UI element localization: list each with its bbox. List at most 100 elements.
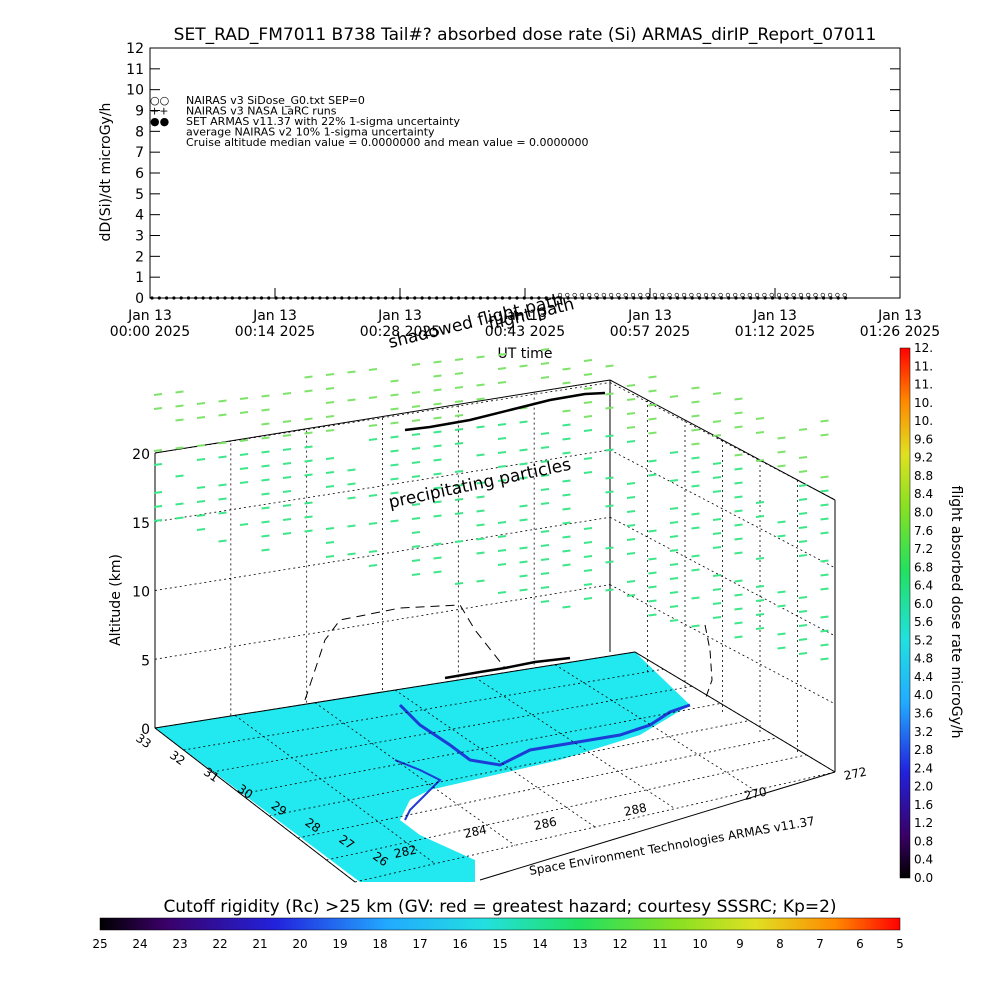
dose-colorbar-tick: 2.8: [914, 743, 933, 757]
particle-mark: [476, 579, 485, 583]
dose-point: [814, 296, 818, 300]
dose-colorbar-tick: 9.2: [914, 451, 933, 465]
particle-mark: [820, 433, 829, 437]
particle-mark: [583, 527, 593, 530]
particle-mark: [433, 542, 442, 546]
particle-mark: [433, 500, 442, 504]
particle-mark: [519, 574, 528, 578]
top-x-tick-date: Jan 13: [377, 308, 422, 324]
particle-mark: [476, 383, 485, 387]
legend-symbol: ○○: [150, 94, 169, 107]
dose-point: [486, 296, 490, 300]
particle-mark: [605, 560, 614, 564]
particle-mark: [411, 363, 421, 366]
dose-point: [478, 296, 483, 300]
particle-mark: [605, 434, 614, 438]
dose-point: [289, 296, 293, 300]
particle-mark: [777, 450, 786, 454]
particle-mark: [734, 411, 743, 415]
particle-mark: [282, 532, 292, 535]
particle-mark: [562, 367, 571, 371]
particle-mark: [691, 428, 700, 432]
particle-mark: [712, 532, 722, 535]
nairas-point: [827, 292, 833, 298]
dose-point: [318, 296, 322, 300]
nairas-point: [579, 292, 585, 298]
top-x-axis-label: UT time: [498, 346, 553, 362]
particle-mark: [325, 373, 335, 376]
dose-point: [690, 296, 694, 300]
particle-mark: [390, 449, 399, 453]
particle-mark: [261, 450, 270, 454]
particle-mark: [820, 573, 829, 577]
particle-mark: [325, 527, 335, 530]
particle-mark: [261, 478, 270, 482]
dose-point: [457, 296, 461, 300]
particle-mark: [368, 494, 378, 497]
particle-mark: [390, 491, 399, 495]
particle-mark: [820, 643, 829, 647]
particle-mark: [562, 423, 571, 427]
particle-mark: [261, 492, 270, 496]
dose-colorbar-tick: 10.: [914, 396, 933, 410]
legend-entry: Cruise altitude median value = 0.0000000…: [186, 136, 589, 149]
particle-mark: [712, 588, 722, 591]
dose-point: [150, 296, 154, 300]
dose-colorbar-tick: 1.2: [914, 816, 933, 830]
particle-mark: [605, 546, 614, 550]
particle-mark: [476, 481, 485, 485]
floor-grid-line: [554, 664, 756, 791]
particle-mark: [218, 399, 227, 403]
flight-path-line: [404, 391, 606, 432]
legend-entry: NAIRAS v3 SiDose_G0.txt SEP=0: [186, 94, 365, 107]
particle-mark: [712, 574, 722, 577]
dose-colorbar-tick: 8.0: [914, 505, 933, 519]
particle-mark: [497, 353, 507, 356]
particle-mark: [304, 417, 313, 421]
dose-point: [376, 296, 380, 300]
particle-mark: [562, 535, 571, 539]
top-x-tick-time: 00:00 2025: [110, 324, 190, 340]
particle-mark: [476, 397, 485, 401]
particle-mark: [497, 535, 507, 538]
particle-mark: [669, 577, 679, 580]
particle-mark: [454, 358, 464, 361]
particle-mark: [218, 483, 227, 487]
cutoff-colorbar-tick: 18: [372, 937, 387, 951]
top-y-tick-label: 0: [135, 291, 144, 307]
dose-colorbar-tick: 5.6: [914, 615, 933, 629]
dose-point: [157, 296, 161, 300]
top-x-tick-date: Jan 13: [502, 308, 547, 324]
top-y-axis-label: dD(Si)/dt microGy/h: [98, 103, 114, 242]
dose-point: [172, 296, 176, 300]
particle-mark: [390, 463, 399, 467]
particle-mark: [712, 392, 722, 395]
altitude-tick-label: 5: [141, 653, 150, 669]
nairas-point: [557, 292, 563, 298]
particle-mark: [540, 376, 550, 379]
top-y-tick-label: 12: [126, 41, 144, 57]
particle-mark: [691, 470, 700, 474]
particle-mark: [347, 496, 356, 500]
cutoff-colorbar-tick: 19: [332, 937, 347, 951]
particle-mark: [433, 430, 442, 434]
particle-mark: [605, 406, 614, 410]
particle-mark: [820, 419, 829, 423]
cutoff-rigidity-title: Cutoff rigidity (Rc) >25 km (GV: red = g…: [163, 897, 836, 917]
particle-mark: [605, 588, 614, 592]
dose-point: [340, 296, 344, 300]
nairas-point: [623, 292, 628, 298]
nairas-point: [689, 292, 694, 298]
altitude-axis: 0 5 10 15 20: [132, 447, 150, 738]
particle-mark: [239, 467, 249, 470]
particle-mark: [411, 531, 421, 534]
particle-mark: [691, 386, 700, 390]
particle-mark: [261, 422, 270, 426]
particle-mark: [540, 488, 550, 491]
nairas-point: [565, 292, 570, 298]
wall-edge: [154, 727, 356, 883]
particle-mark: [175, 516, 184, 520]
particle-mark: [433, 374, 442, 378]
particle-mark: [325, 541, 335, 544]
dose-rate-colorbar: [899, 347, 911, 879]
